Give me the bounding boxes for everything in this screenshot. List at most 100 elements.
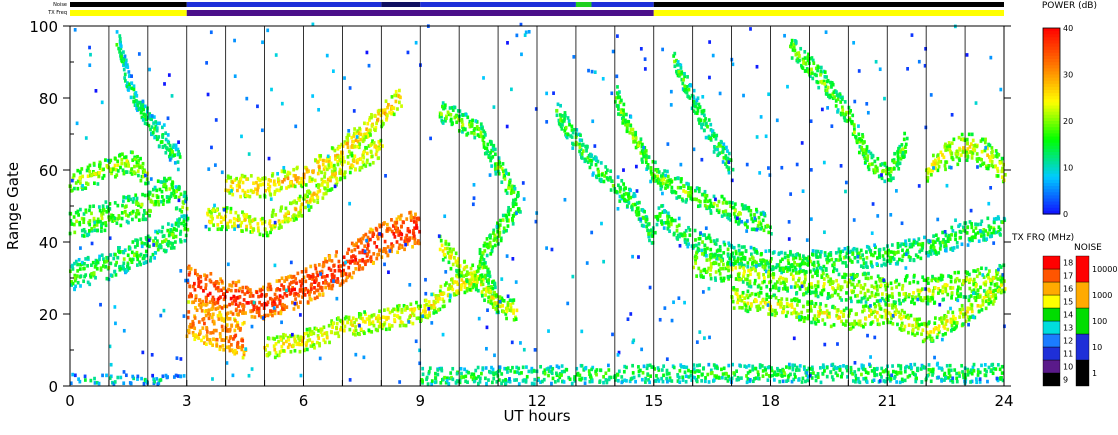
echo-cell <box>478 263 482 268</box>
echo-cell <box>123 209 127 214</box>
echo-cell <box>124 155 128 159</box>
echo-cell <box>222 286 226 291</box>
echo-cell <box>100 253 104 258</box>
echo-cell <box>686 182 690 186</box>
echo-cell <box>287 275 291 279</box>
echo-cell <box>709 211 713 215</box>
echo-cell <box>941 289 945 294</box>
echo-cell <box>685 198 689 202</box>
echo-cell <box>257 228 260 233</box>
echo-cell <box>194 294 198 298</box>
echo-cell <box>874 280 878 285</box>
echo-cell <box>613 100 617 104</box>
echo-cell <box>853 256 857 260</box>
echo-cell <box>939 243 943 248</box>
echo-cell <box>764 269 768 274</box>
echo-cell <box>304 347 308 352</box>
echo-cell <box>687 191 690 195</box>
echo-cell <box>697 199 701 203</box>
echo-cell <box>363 121 366 126</box>
echo-cell <box>328 176 332 180</box>
echo-cell <box>336 155 340 159</box>
echo-cell <box>331 283 335 288</box>
echo-cell <box>384 327 388 332</box>
echo-cell <box>267 282 271 287</box>
echo-cell <box>211 312 215 317</box>
echo-cell <box>374 125 378 130</box>
echo-cell <box>483 249 487 253</box>
echo-cell <box>715 133 719 138</box>
echo-cell <box>661 172 665 176</box>
echo-cell <box>119 43 122 47</box>
echo-cell <box>227 287 231 292</box>
echo-cell <box>683 74 686 79</box>
echo-cell <box>748 293 752 298</box>
echo-cell <box>323 275 327 279</box>
echo-cell <box>972 282 976 287</box>
echo-cell <box>945 283 949 288</box>
echo-cell <box>764 262 768 267</box>
echo-cell <box>709 261 713 266</box>
echo-cell <box>671 218 674 223</box>
echo-cell <box>673 218 677 223</box>
echo-cell <box>904 291 908 296</box>
echo-cell <box>121 152 124 156</box>
echo-cell <box>461 130 464 134</box>
echo-cell <box>609 188 613 192</box>
echo-cell <box>334 254 338 258</box>
echo-cell <box>399 320 403 324</box>
echo-cell <box>949 274 952 279</box>
echo-cell <box>798 287 802 291</box>
echo-cell <box>267 336 271 341</box>
echo-cell <box>501 218 505 222</box>
echo-cell <box>297 293 301 298</box>
echo-cell <box>369 149 373 154</box>
echo-cell <box>502 226 506 231</box>
echo-cell <box>687 225 690 230</box>
echo-cell <box>212 208 215 212</box>
echo-cell <box>495 235 499 240</box>
echo-cell <box>701 122 705 127</box>
echo-cell <box>345 135 349 140</box>
echo-cell <box>217 288 221 293</box>
echo-cell <box>372 252 376 256</box>
echo-cell <box>421 309 425 313</box>
echo-cell <box>86 264 89 268</box>
echo-cell <box>596 167 600 172</box>
echo-cell <box>374 327 378 332</box>
echo-cell <box>708 198 712 203</box>
echo-cell <box>445 114 448 119</box>
echo-cell <box>303 332 306 336</box>
echo-cell <box>398 323 402 328</box>
echo-cell <box>136 243 139 247</box>
echo-cell <box>616 85 619 89</box>
echo-cell <box>482 287 486 292</box>
echo-cell <box>284 206 288 211</box>
echo-cell <box>670 189 674 194</box>
echo-cell <box>74 259 78 264</box>
echo-cell <box>121 199 125 203</box>
echo-cell <box>747 205 751 210</box>
echo-cell <box>516 207 520 211</box>
echo-cell <box>136 154 139 159</box>
echo-cell <box>352 270 355 275</box>
echo-cell <box>95 223 99 227</box>
echo-cell <box>856 293 859 298</box>
echo-cell <box>677 223 681 228</box>
echo-cell <box>345 259 349 264</box>
echo-cell <box>180 221 183 226</box>
echo-cell <box>210 211 213 215</box>
echo-cell <box>155 126 159 130</box>
echo-cell <box>351 316 355 321</box>
echo-cell <box>666 226 670 231</box>
echo-cell <box>669 219 673 224</box>
echo-cell <box>687 95 690 99</box>
echo-cell <box>686 244 690 249</box>
echo-cell <box>778 268 782 272</box>
echo-cell <box>281 302 285 307</box>
echo-cell <box>485 253 489 258</box>
echo-cell <box>305 347 309 352</box>
echo-cell <box>300 269 304 274</box>
echo-cell <box>478 260 482 264</box>
